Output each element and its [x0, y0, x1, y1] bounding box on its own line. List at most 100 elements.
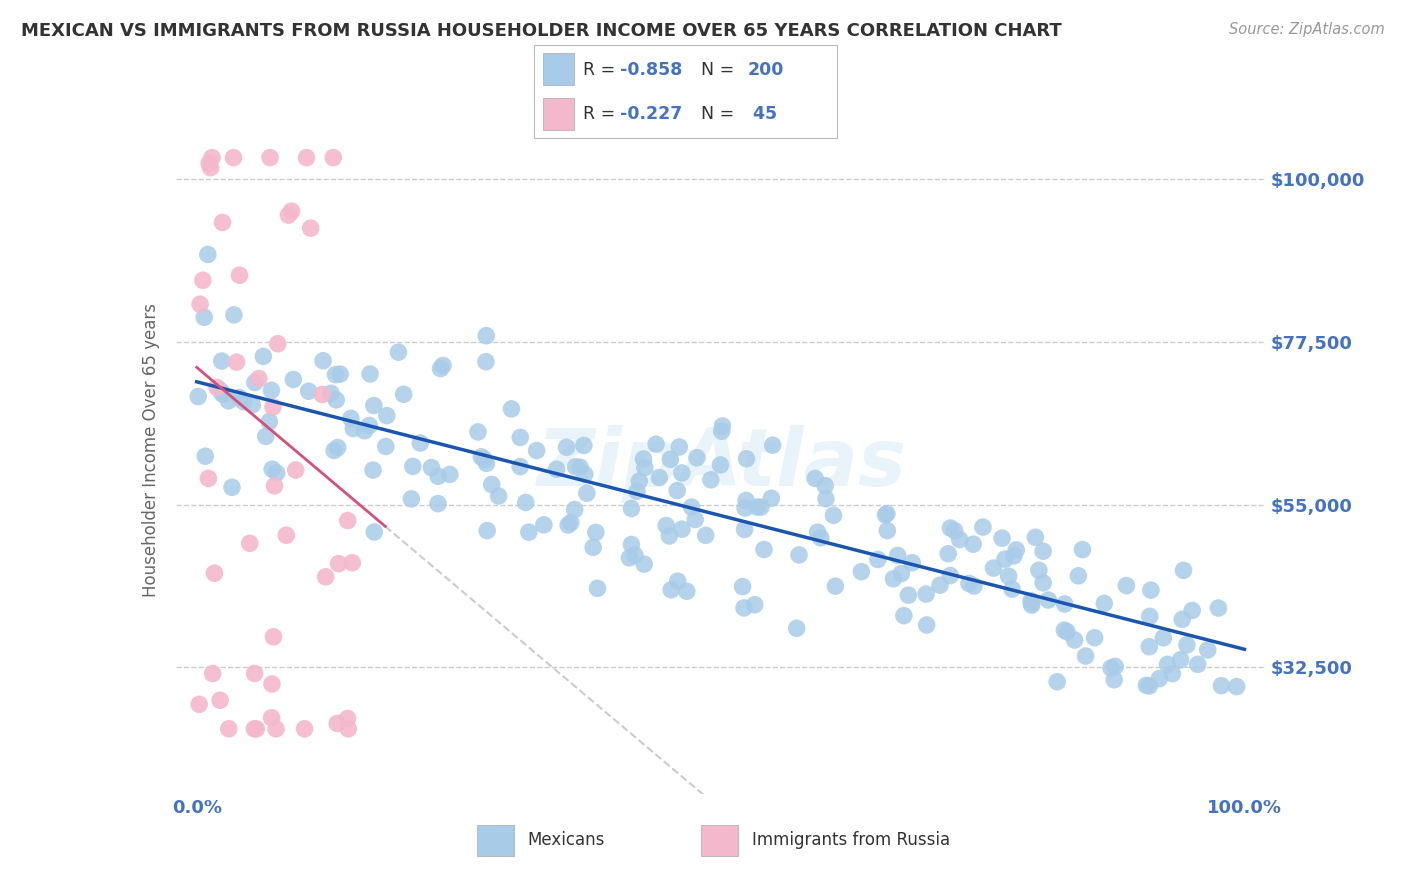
Mexicans: [560, 516, 582, 530]
Mexicans: [221, 480, 243, 494]
Mexicans: [526, 443, 548, 458]
Mexicans: [197, 247, 219, 261]
Mexicans: [875, 508, 897, 522]
Immigrants from Russia: [211, 215, 233, 229]
Immigrants from Russia: [326, 716, 349, 731]
Text: MEXICAN VS IMMIGRANTS FROM RUSSIA HOUSEHOLDER INCOME OVER 65 YEARS CORRELATION C: MEXICAN VS IMMIGRANTS FROM RUSSIA HOUSEH…: [21, 22, 1062, 40]
Mexicans: [1099, 661, 1122, 675]
Immigrants from Russia: [259, 151, 281, 165]
Mexicans: [695, 528, 717, 542]
Mexicans: [810, 531, 832, 545]
Mexicans: [1170, 653, 1192, 667]
Immigrants from Russia: [299, 221, 322, 235]
Mexicans: [620, 537, 643, 551]
Mexicans: [585, 525, 607, 540]
Mexicans: [1001, 582, 1024, 596]
Mexicans: [1137, 640, 1160, 654]
Immigrants from Russia: [225, 355, 247, 369]
Immigrants from Russia: [342, 556, 364, 570]
Text: R =: R =: [582, 61, 620, 78]
Mexicans: [943, 524, 966, 538]
Mexicans: [1211, 679, 1233, 693]
Text: Immigrants from Russia: Immigrants from Russia: [752, 831, 950, 849]
Mexicans: [1161, 666, 1184, 681]
Mexicans: [359, 418, 381, 433]
Mexicans: [824, 579, 846, 593]
Mexicans: [897, 588, 920, 602]
Mexicans: [1002, 549, 1025, 563]
Mexicans: [700, 473, 723, 487]
Mexicans: [323, 443, 346, 458]
Mexicans: [711, 418, 734, 433]
Immigrants from Russia: [200, 161, 222, 175]
Immigrants from Russia: [245, 722, 267, 736]
Mexicans: [488, 489, 510, 503]
Mexicans: [1028, 563, 1050, 577]
Mexicans: [658, 529, 681, 543]
Mexicans: [1175, 638, 1198, 652]
Text: 45: 45: [748, 105, 778, 123]
Mexicans: [1053, 597, 1076, 611]
Mexicans: [983, 561, 1005, 575]
Mexicans: [387, 345, 409, 359]
Mexicans: [939, 521, 962, 535]
Mexicans: [1084, 631, 1107, 645]
Mexicans: [353, 424, 375, 438]
Mexicans: [686, 450, 709, 465]
Mexicans: [1137, 679, 1160, 693]
Mexicans: [325, 392, 347, 407]
Immigrants from Russia: [311, 387, 333, 401]
Immigrants from Russia: [188, 297, 211, 311]
Mexicans: [1032, 575, 1054, 590]
Mexicans: [623, 548, 645, 562]
Mexicans: [569, 460, 592, 475]
Mexicans: [342, 421, 364, 435]
Mexicans: [1187, 657, 1209, 672]
Immigrants from Russia: [262, 400, 284, 414]
Mexicans: [509, 459, 531, 474]
Immigrants from Russia: [260, 677, 283, 691]
Mexicans: [375, 409, 398, 423]
Mexicans: [645, 437, 668, 451]
Mexicans: [628, 474, 651, 488]
Immigrants from Russia: [336, 514, 359, 528]
Mexicans: [876, 507, 898, 521]
Mexicans: [735, 451, 758, 466]
Mexicans: [475, 456, 498, 470]
Mexicans: [1149, 672, 1171, 686]
Mexicans: [1056, 624, 1078, 639]
Mexicans: [517, 525, 540, 540]
Mexicans: [1021, 596, 1043, 610]
Mexicans: [557, 518, 579, 533]
Mexicans: [882, 572, 904, 586]
Mexicans: [1067, 569, 1090, 583]
Mexicans: [586, 582, 609, 596]
Mexicans: [409, 436, 432, 450]
Immigrants from Russia: [294, 722, 316, 736]
Mexicans: [761, 491, 783, 506]
Immigrants from Russia: [201, 151, 224, 165]
Mexicans: [733, 601, 755, 615]
Mexicans: [814, 478, 837, 492]
Mexicans: [994, 552, 1017, 566]
Mexicans: [432, 359, 454, 373]
Mexicans: [222, 308, 245, 322]
Immigrants from Russia: [197, 471, 219, 485]
Mexicans: [187, 390, 209, 404]
Mexicans: [901, 556, 924, 570]
Mexicans: [555, 440, 578, 454]
Mexicans: [240, 398, 263, 412]
Mexicans: [735, 493, 758, 508]
Mexicans: [427, 497, 450, 511]
Mexicans: [1139, 609, 1161, 624]
Mexicans: [340, 411, 363, 425]
Mexicans: [655, 518, 678, 533]
Mexicans: [359, 367, 381, 381]
Mexicans: [823, 508, 845, 523]
Mexicans: [582, 541, 605, 555]
Immigrants from Russia: [243, 722, 266, 736]
Text: N =: N =: [700, 61, 740, 78]
Mexicans: [893, 608, 915, 623]
Mexicans: [1024, 530, 1046, 544]
Mexicans: [744, 598, 766, 612]
